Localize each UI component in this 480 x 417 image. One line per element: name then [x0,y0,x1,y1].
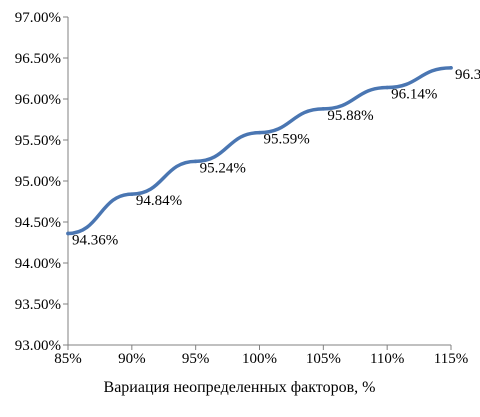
data-point [193,159,198,164]
y-tick-label: 96.00% [15,92,61,108]
x-tick-label: 90% [118,351,146,367]
x-tick-label: 115% [434,351,468,367]
x-tick-label: 110% [370,351,404,367]
data-label: 95.88% [327,108,373,124]
y-tick-label: 93.50% [15,297,61,313]
y-tick-label: 94.50% [15,215,61,231]
data-labels: 94.36% 94.84% 95.24% 95.59% 95.88% 96.14% 96.3… [72,67,480,249]
x-tick-label: 100% [242,351,277,367]
y-tick-label: 93.00% [15,338,61,354]
data-label: 96.38% [455,67,480,83]
x-axis-ticks: 85% 90% 95% 100% 105% 110% 115% [54,345,468,367]
x-tick-label: 105% [306,351,341,367]
data-point [385,85,389,90]
series-layer [66,66,453,236]
y-axis-ticks: 93.00% 93.50% 94.00% 94.50% 95.00% 95.50% 96.0… [15,10,68,354]
data-label: 94.84% [136,193,182,209]
y-tick-label: 95.00% [15,174,61,190]
y-tick-label: 94.00% [15,256,61,272]
data-point [321,107,326,111]
y-tick-label: 95.50% [15,133,61,149]
data-label: 96.14% [391,87,437,103]
data-label: 95.24% [200,160,246,176]
x-tick-label: 85% [54,351,82,367]
data-point [66,231,70,236]
y-tick-label: 96.50% [15,51,61,67]
x-tick-label: 95% [182,351,210,367]
data-point [130,192,134,196]
data-label: 95.59% [264,132,310,148]
data-point [257,130,262,135]
data-point [449,66,453,70]
data-label: 94.36% [72,232,118,248]
y-tick-label: 97.00% [15,10,61,26]
x-axis-title: Вариация неопределенных факторов, % [104,379,376,396]
